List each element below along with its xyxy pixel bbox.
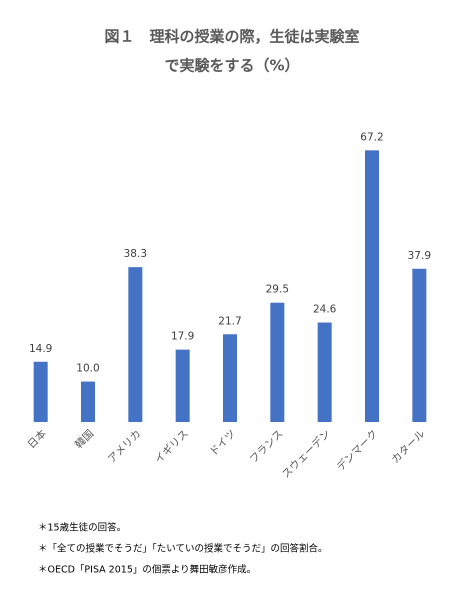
- value-label: 38.3: [124, 248, 147, 260]
- value-label: 37.9: [408, 250, 431, 262]
- value-label: 17.9: [171, 331, 194, 343]
- x-tick-label: イギリス: [153, 428, 191, 466]
- bar: [270, 302, 285, 422]
- x-tick-label: スウェーデン: [279, 427, 333, 481]
- value-label: 14.9: [29, 343, 52, 355]
- x-tick-label: ドイツ: [207, 428, 238, 459]
- bar: [81, 381, 95, 422]
- bar: [412, 268, 427, 422]
- footnote: ＊OECD「PISA 2015」の個票より舞田敏彦作成。: [38, 564, 256, 576]
- chart-title: で実験をする（%）: [164, 57, 299, 75]
- x-tick-label: 韓国: [73, 428, 96, 451]
- bar: [128, 267, 143, 422]
- x-tick-label: デンマーク: [334, 427, 380, 473]
- value-label: 24.6: [313, 304, 337, 316]
- value-label: 29.5: [266, 284, 289, 296]
- value-label: 67.2: [360, 131, 383, 143]
- x-tick-label: フランス: [248, 428, 286, 466]
- value-label: 10.0: [76, 363, 99, 375]
- chart-title: 図１ 理科の授業の際，生徒は実験室: [104, 28, 359, 46]
- footnote: ＊15歳生徒の回答。: [38, 522, 126, 534]
- bar: [365, 150, 379, 422]
- bar: [317, 322, 332, 422]
- bar: [175, 349, 190, 422]
- x-tick-label: アメリカ: [106, 428, 144, 466]
- x-tick-label: 日本: [25, 427, 49, 451]
- bar: [33, 361, 48, 422]
- footnote: ＊「全ての授業でそうだ」「たいていの授業でそうだ」の回答割合。: [38, 543, 327, 555]
- bar: [223, 334, 237, 422]
- value-label: 21.7: [218, 315, 241, 327]
- x-tick-label: カタール: [389, 428, 427, 466]
